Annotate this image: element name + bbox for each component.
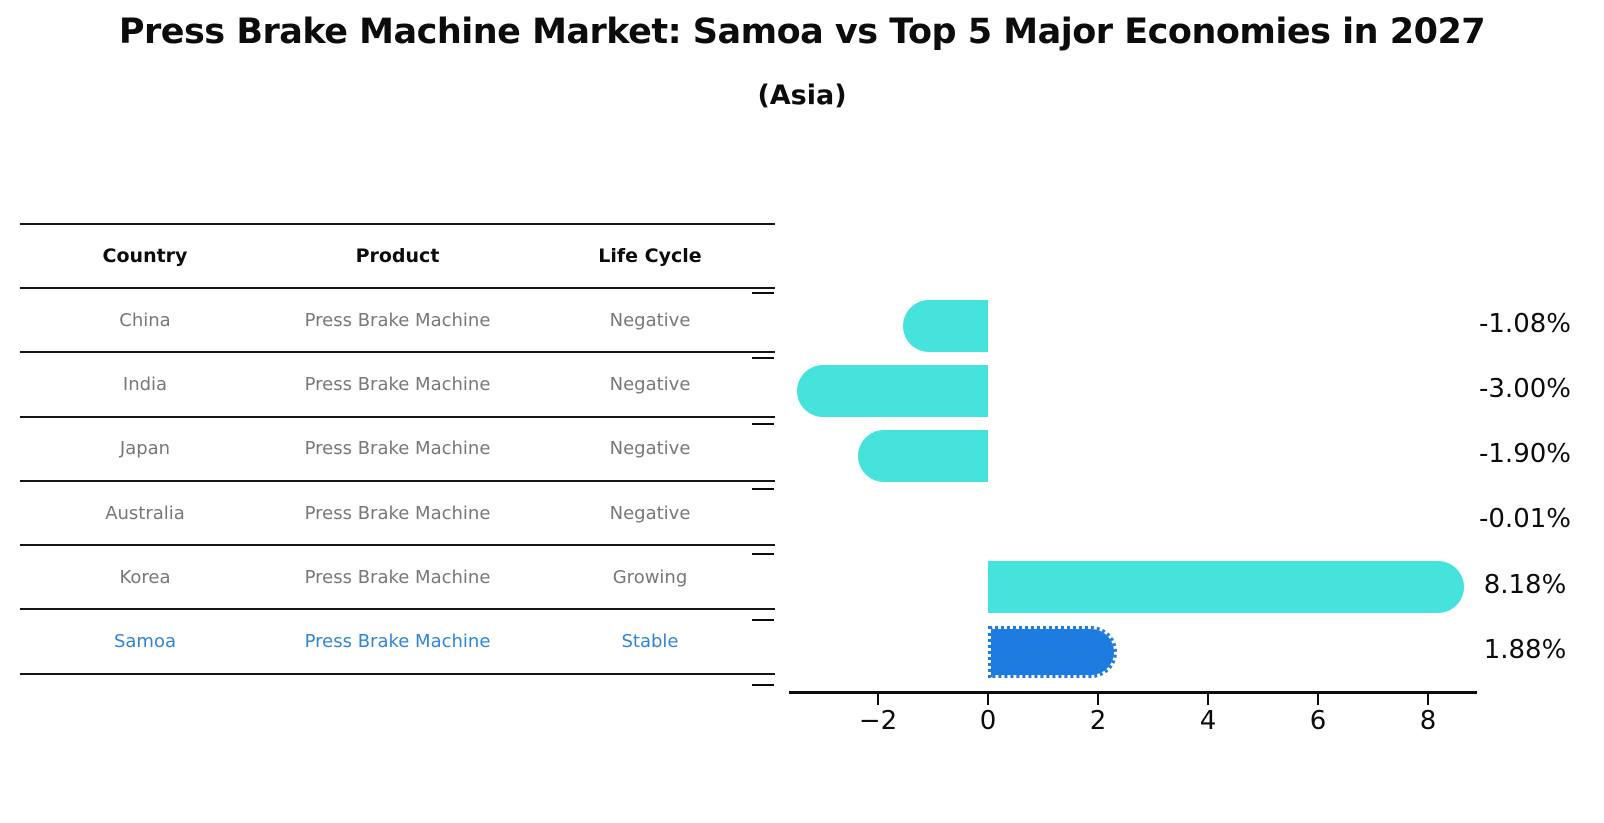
- x-axis-tick-label: 8: [1419, 706, 1437, 736]
- column-header-life-cycle: Life Cycle: [598, 245, 702, 267]
- value-label: -0.01%: [1479, 504, 1571, 535]
- value-label: -1.90%: [1479, 439, 1571, 470]
- x-axis-tick: [987, 694, 989, 705]
- x-axis-tick-label: 0: [979, 706, 997, 736]
- y-axis-tick: [752, 422, 774, 425]
- column-header-product: Product: [355, 245, 440, 267]
- x-axis-tick-label: −2: [858, 706, 898, 736]
- x-axis-tick: [1097, 694, 1099, 705]
- y-axis-tick: [752, 292, 774, 294]
- cell-life-cycle: Negative: [609, 309, 691, 331]
- x-axis-tick-label: 4: [1199, 706, 1217, 736]
- column-header-country: Country: [102, 245, 188, 267]
- cell-country: Australia: [105, 502, 185, 524]
- page-subtitle: (Asia): [757, 80, 847, 111]
- cell-country: Samoa: [113, 631, 177, 653]
- cell-product: Press Brake Machine: [304, 631, 491, 653]
- bar-korea: [988, 560, 1464, 613]
- table-body: China Press Brake Machine Negative India Pre…: [20, 289, 775, 675]
- cell-life-cycle: Stable: [621, 631, 679, 653]
- y-axis-tick: [752, 357, 774, 360]
- x-axis-tick-label: 2: [1089, 706, 1107, 736]
- value-label: 8.18%: [1483, 569, 1567, 600]
- country-table: Country Product Life Cycle China Press Br…: [20, 223, 775, 675]
- value-label: -3.00%: [1479, 373, 1571, 404]
- bar-japan: [857, 430, 988, 483]
- cell-product: Press Brake Machine: [304, 438, 491, 460]
- cell-product: Press Brake Machine: [304, 566, 491, 588]
- cell-life-cycle: Growing: [612, 566, 688, 588]
- x-axis-line: [789, 691, 1477, 694]
- table-header-row: Country Product Life Cycle: [20, 225, 775, 289]
- table-row: Samoa Press Brake Machine Stable: [20, 610, 775, 675]
- y-axis-tick: [752, 683, 774, 686]
- bar-samoa: [988, 626, 1118, 678]
- page-title: Press Brake Machine Market: Samoa vs Top…: [118, 12, 1486, 52]
- y-axis-tick: [752, 553, 774, 556]
- cell-life-cycle: Negative: [609, 502, 691, 524]
- value-label: 1.88%: [1483, 635, 1567, 665]
- x-axis-tick: [1317, 694, 1319, 705]
- value-label: -1.08%: [1479, 308, 1571, 339]
- cell-country: Japan: [119, 438, 171, 460]
- table-row: China Press Brake Machine Negative: [20, 289, 775, 354]
- cell-country: China: [119, 309, 171, 331]
- x-axis-tick-label: 6: [1309, 706, 1327, 736]
- x-axis-tick: [1207, 694, 1209, 705]
- table-row: Korea Press Brake Machine Growing: [20, 546, 775, 611]
- y-axis-tick: [752, 618, 774, 621]
- cell-country: India: [122, 373, 168, 395]
- y-axis-tick: [752, 487, 774, 490]
- cell-product: Press Brake Machine: [304, 502, 491, 524]
- cell-country: Korea: [119, 566, 171, 588]
- bar-china: [902, 299, 988, 352]
- cell-life-cycle: Negative: [609, 438, 691, 460]
- table-row: Japan Press Brake Machine Negative: [20, 418, 775, 482]
- cell-product: Press Brake Machine: [304, 309, 491, 331]
- x-axis-tick: [877, 694, 879, 705]
- table-row: Australia Press Brake Machine Negative: [20, 482, 775, 547]
- cell-life-cycle: Negative: [609, 373, 691, 395]
- bar-india: [797, 364, 988, 417]
- table-row: India Press Brake Machine Negative: [20, 353, 775, 418]
- cell-product: Press Brake Machine: [304, 373, 491, 395]
- x-axis-tick: [1427, 694, 1429, 705]
